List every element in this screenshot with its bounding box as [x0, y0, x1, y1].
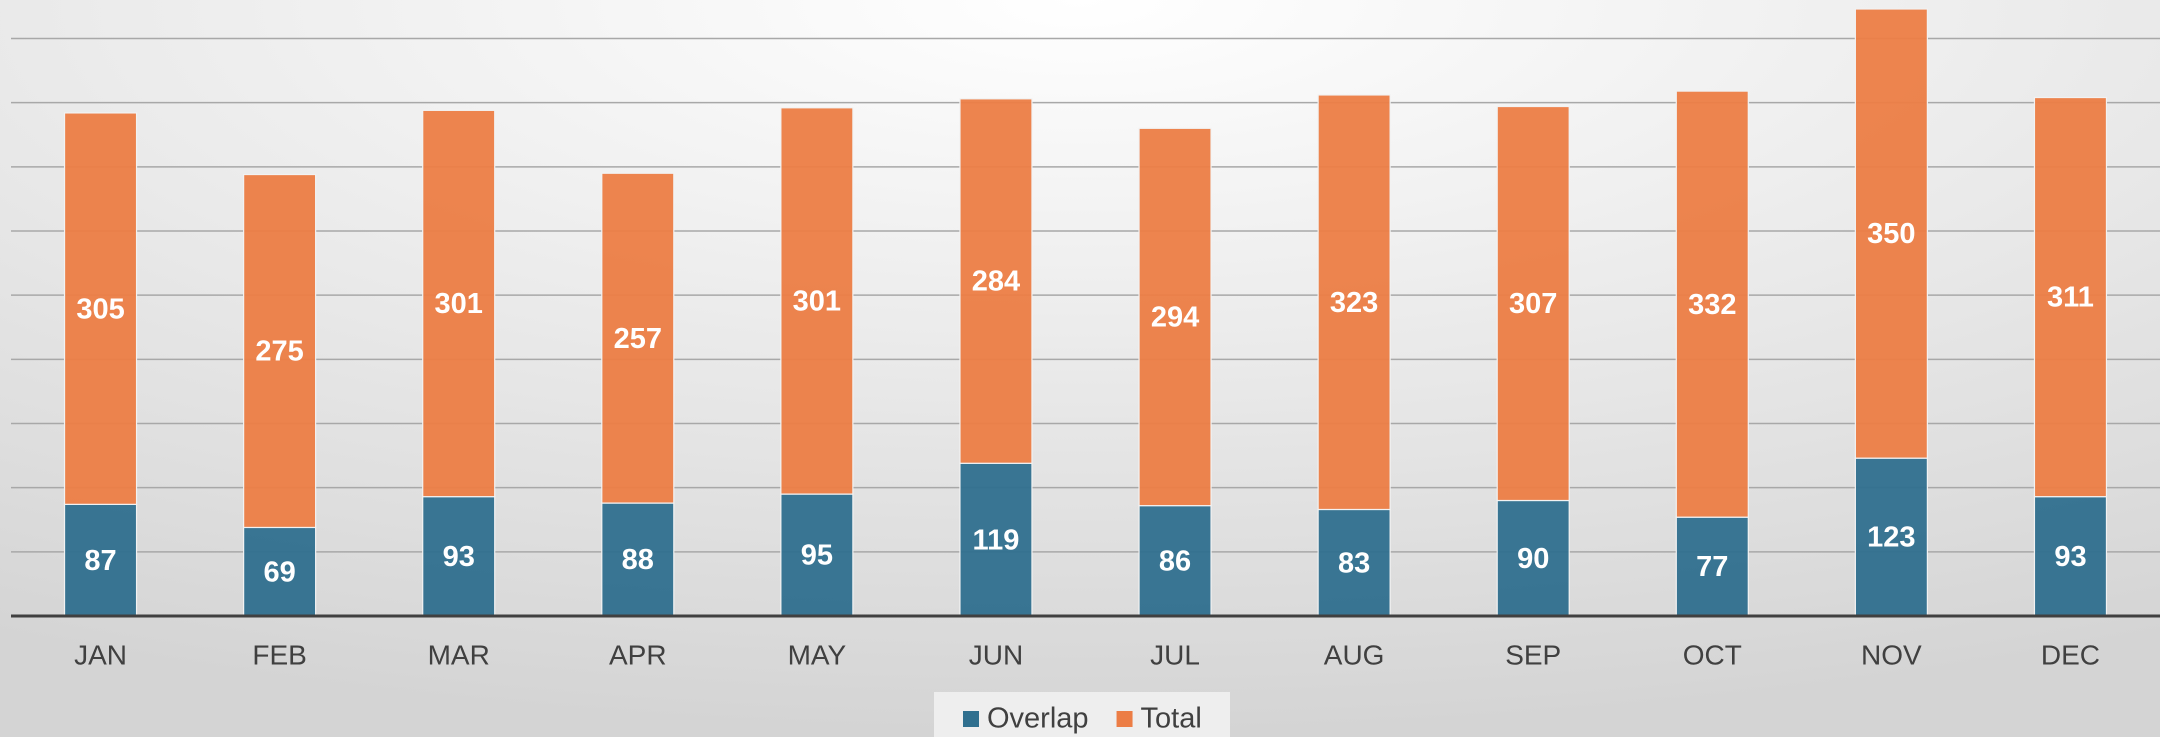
bar-segment	[959, 98, 1033, 464]
x-tick-label: DEC	[2041, 639, 2100, 670]
data-label: 69	[263, 556, 295, 588]
data-label: 86	[1159, 545, 1191, 577]
x-tick-label: AUG	[1324, 639, 1385, 670]
x-tick-label: NOV	[1861, 639, 1922, 670]
data-label: 311	[2047, 282, 2094, 314]
bar-segment	[780, 493, 854, 617]
bar-segment	[1317, 94, 1391, 511]
data-label: 332	[1688, 289, 1736, 321]
data-label: 87	[84, 545, 116, 577]
x-tick-label: APR	[609, 639, 667, 670]
bar-segment	[1496, 105, 1570, 502]
x-tick-label: JUN	[969, 639, 1023, 670]
data-label: 95	[801, 540, 833, 572]
bar-segment	[1138, 505, 1212, 617]
bar-segment	[422, 496, 496, 617]
data-label: 275	[255, 336, 303, 368]
data-label: 93	[2054, 541, 2086, 573]
data-label: 305	[76, 293, 124, 325]
x-tick-label: MAR	[428, 639, 490, 670]
bar-segment	[243, 173, 317, 529]
x-tick-label: MAY	[788, 639, 847, 670]
x-tick-label: JAN	[74, 639, 127, 670]
data-label: 294	[1151, 302, 1199, 334]
data-label: 119	[973, 524, 1020, 556]
bar-segment	[63, 503, 138, 617]
bar-segment	[1496, 499, 1570, 617]
data-label: 88	[622, 544, 654, 576]
data-label: 284	[972, 266, 1020, 298]
bar-segment	[2033, 96, 2108, 498]
bar-segment	[2033, 496, 2108, 617]
x-tick-label: JUL	[1150, 639, 1200, 670]
legend-swatch	[963, 711, 979, 727]
data-label: 83	[1338, 547, 1370, 579]
bar-segment	[422, 109, 496, 498]
x-tick-label: FEB	[252, 639, 306, 670]
bar-segment	[601, 502, 675, 617]
data-label: 307	[1509, 288, 1557, 320]
data-label: 323	[1330, 287, 1378, 319]
data-label: 301	[793, 286, 841, 318]
bar-segment	[780, 107, 854, 495]
data-label: 93	[443, 541, 475, 573]
bar-segment	[601, 172, 675, 504]
x-tick-label: OCT	[1683, 639, 1742, 670]
legend-box	[934, 692, 1230, 737]
bar-segment	[243, 526, 317, 617]
data-label: 301	[435, 288, 483, 320]
bar-segment	[1675, 90, 1749, 518]
data-label: 77	[1696, 551, 1728, 583]
data-label: 123	[1867, 522, 1915, 554]
data-label: 90	[1517, 543, 1549, 575]
bar-segment	[1854, 8, 1928, 459]
legend-label: Overlap	[987, 703, 1089, 735]
x-tick-label: SEP	[1505, 639, 1561, 670]
legend-swatch	[1116, 711, 1133, 727]
legend-label: Total	[1141, 703, 1202, 735]
bar-segment	[1317, 508, 1391, 617]
data-label: 350	[1867, 218, 1915, 250]
bar-segment	[1138, 127, 1212, 507]
bar-segment	[1854, 457, 1928, 617]
data-label: 257	[614, 323, 662, 355]
bar-segment	[63, 112, 138, 505]
